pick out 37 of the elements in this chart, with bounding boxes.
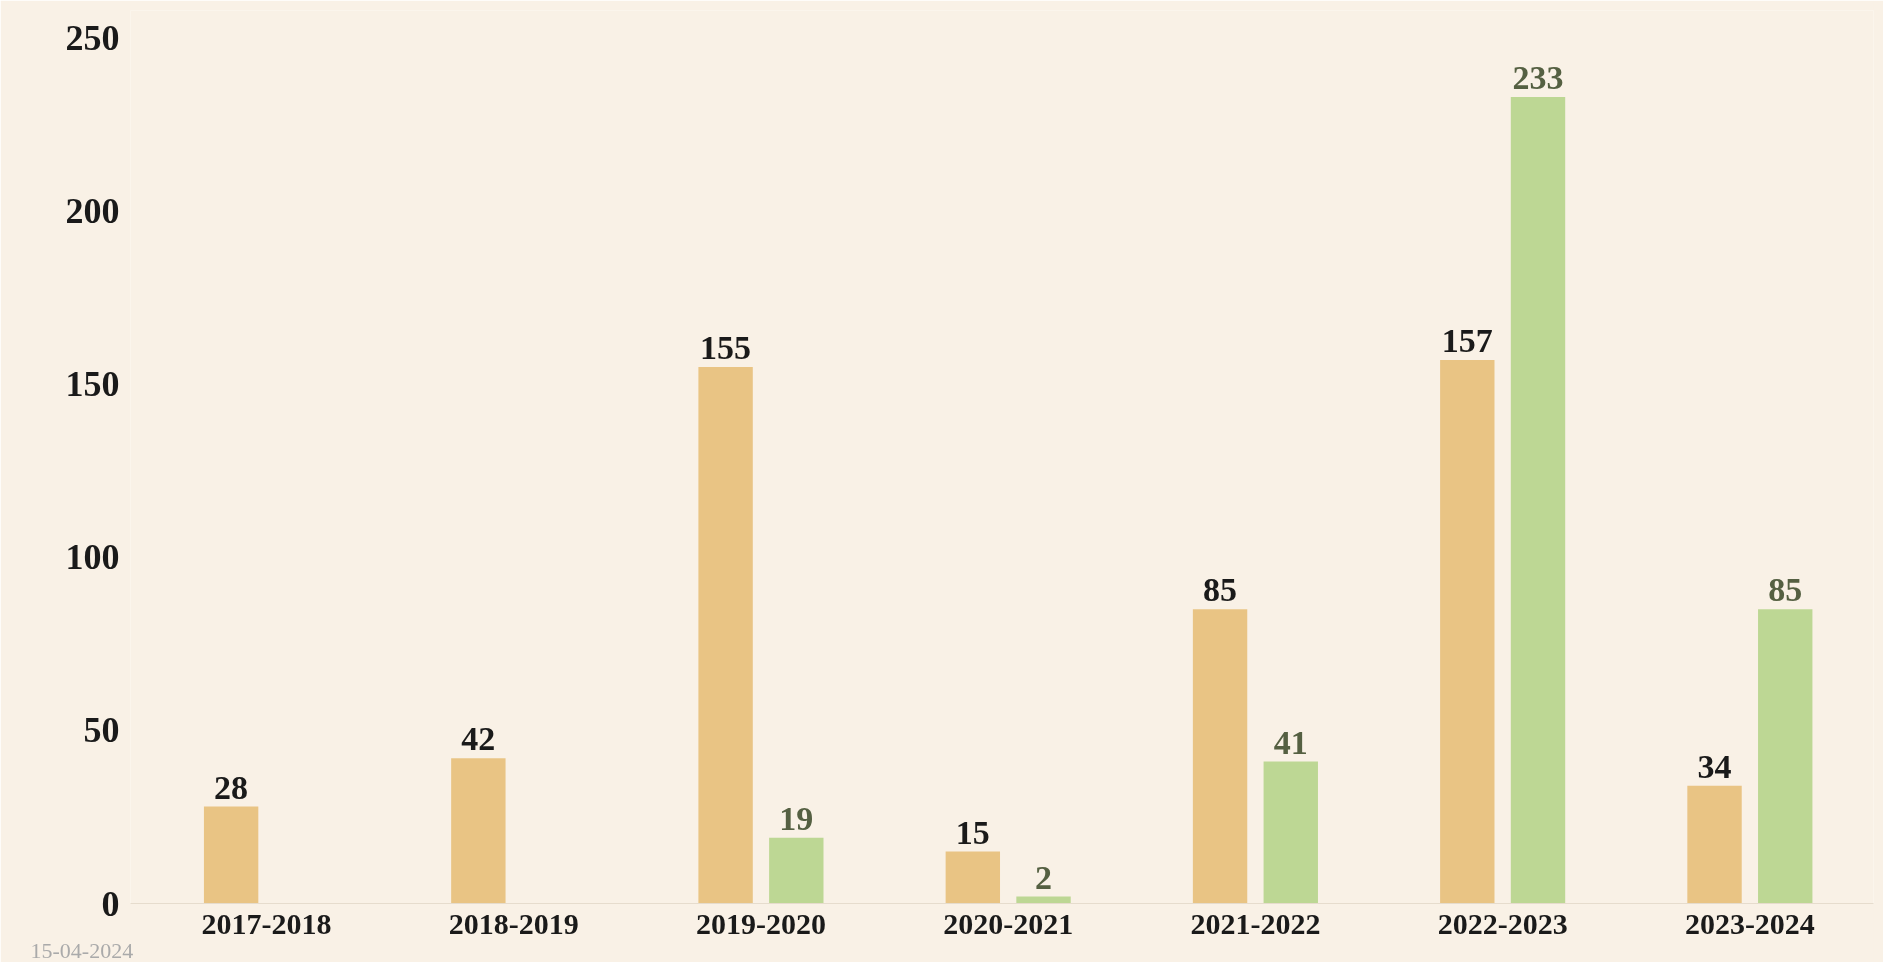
data-label: 42 xyxy=(461,720,496,758)
data-label: 34 xyxy=(1697,747,1732,785)
data-label: 155 xyxy=(700,329,752,367)
data-label: 85 xyxy=(1768,571,1803,609)
bar xyxy=(1192,609,1248,904)
x-tick-label: 2019-2020 xyxy=(695,906,826,940)
bar xyxy=(1687,785,1742,904)
y-tick-label: 0 xyxy=(101,883,120,924)
bar xyxy=(698,367,753,904)
bar xyxy=(1440,360,1495,904)
bar xyxy=(1758,609,1813,904)
y-tick-label: 50 xyxy=(83,710,120,751)
y-tick-label: 150 xyxy=(65,364,120,405)
data-label: 15 xyxy=(955,813,990,851)
x-tick-label: 2017-2018 xyxy=(201,906,332,940)
bar xyxy=(203,806,259,904)
x-tick-label: 2021-2022 xyxy=(1190,906,1321,940)
data-label: 19 xyxy=(779,799,814,837)
y-tick-label: 100 xyxy=(65,537,120,578)
bar xyxy=(1263,761,1318,904)
x-tick-label: 2023-2024 xyxy=(1684,906,1815,940)
data-label: 28 xyxy=(214,768,249,806)
data-label: 41 xyxy=(1273,723,1308,761)
text: 15-04-2024 xyxy=(30,937,134,962)
y-tick-label: 250 xyxy=(65,18,120,59)
data-label: 233 xyxy=(1512,59,1564,97)
y-tick-label: 200 xyxy=(65,191,120,232)
data-label: 85 xyxy=(1203,571,1238,609)
bar xyxy=(945,851,1001,904)
x-tick-label: 2018-2019 xyxy=(448,906,579,940)
data-label: 157 xyxy=(1441,322,1493,360)
bar xyxy=(769,837,824,904)
bar xyxy=(451,758,506,904)
bar xyxy=(1510,97,1566,904)
data-label: 2 xyxy=(1035,858,1053,896)
x-tick-label: 2022-2023 xyxy=(1437,906,1568,940)
x-tick-label: 2020-2021 xyxy=(943,906,1074,940)
